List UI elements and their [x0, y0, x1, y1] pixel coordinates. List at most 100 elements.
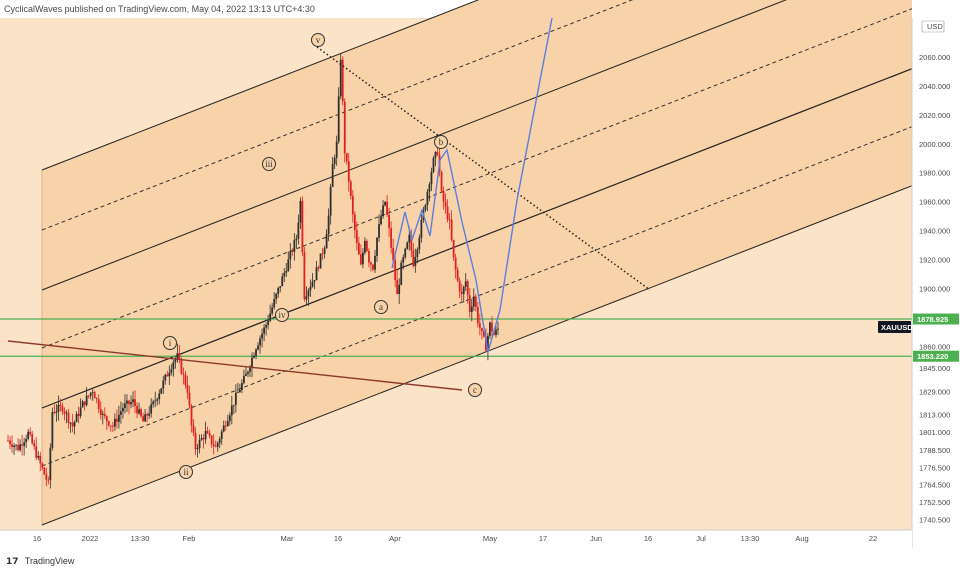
candle-body — [148, 413, 151, 416]
channel-line-2 — [41, 0, 787, 291]
candle-body — [424, 204, 427, 211]
y-tick-label: 2060.000 — [919, 53, 950, 62]
candle-body — [245, 373, 247, 376]
candle-body — [309, 286, 312, 291]
candle-body — [71, 422, 74, 427]
candle-body — [307, 290, 310, 297]
candle-body — [458, 280, 461, 292]
candle-body — [337, 96, 340, 142]
candle-body — [436, 151, 439, 155]
wave-label-circle — [163, 336, 177, 350]
candle-body — [97, 399, 100, 409]
candle-body — [331, 164, 334, 187]
candle-body — [222, 425, 225, 432]
wave-label-text: iii — [265, 159, 273, 169]
candle-body — [11, 444, 13, 448]
candle-body — [61, 405, 64, 412]
candle-body — [355, 230, 358, 243]
candle-body — [335, 141, 338, 158]
candle-body — [303, 252, 306, 300]
candle-body — [103, 413, 106, 417]
candle-body — [390, 228, 393, 248]
wave-label-text: b — [439, 137, 444, 147]
candle-body — [404, 248, 407, 258]
candle-body — [17, 444, 19, 451]
y-tick-label: 1920.000 — [919, 256, 950, 265]
wave-label-ii: ii — [179, 465, 193, 479]
candle-body — [192, 425, 195, 433]
candle-body — [196, 448, 199, 450]
candle-body — [466, 281, 469, 296]
channel-line-0 — [41, 0, 480, 171]
wave-label-circle — [179, 465, 193, 479]
candle-body — [136, 405, 138, 414]
candle-body — [236, 392, 239, 393]
candle-body — [107, 421, 110, 426]
candle-body — [317, 267, 320, 269]
x-tick-label: 17 — [539, 534, 547, 543]
candle-body — [489, 322, 491, 336]
x-tick-label: Mar — [281, 534, 294, 543]
candle-body — [247, 371, 249, 374]
y-tick-label: 1752.500 — [919, 498, 950, 507]
candle-body — [329, 186, 332, 216]
y-tick-label: 1860.000 — [919, 342, 950, 351]
candle-body — [273, 299, 276, 308]
x-tick-label: 16 — [334, 534, 342, 543]
candle-body — [162, 380, 165, 389]
candle-body — [122, 407, 124, 412]
x-tick-label: Apr — [389, 534, 401, 543]
candle-body — [420, 219, 423, 238]
candle-body — [174, 358, 177, 363]
candle-body — [450, 219, 453, 240]
candle-body — [285, 271, 288, 273]
candle-body — [158, 393, 161, 400]
y-tick-label: 2020.000 — [919, 111, 950, 120]
channel-fill — [42, 0, 912, 525]
candle-body — [140, 409, 142, 417]
candle-body — [154, 400, 157, 402]
candle-body — [470, 306, 473, 313]
candle-body — [188, 392, 191, 406]
y-tick-label: 1788.500 — [919, 446, 950, 455]
candle-body — [35, 446, 38, 458]
candle-body — [297, 222, 300, 239]
candle-body — [228, 415, 231, 422]
candle-body — [13, 445, 15, 448]
candle-body — [253, 355, 255, 358]
candle-body — [349, 181, 352, 196]
candle-body — [277, 287, 280, 294]
candle-body — [376, 237, 378, 256]
candle-body — [394, 260, 397, 281]
candle-body — [172, 362, 175, 370]
candle-body — [83, 401, 86, 406]
wave-label-circle — [275, 308, 289, 322]
candle-body — [109, 425, 112, 427]
currency-box — [921, 20, 945, 33]
candle-body — [45, 474, 48, 480]
candle-body — [370, 262, 372, 265]
candle-body — [327, 215, 330, 235]
x-tick-label: 16 — [33, 534, 41, 543]
candle-body — [321, 253, 324, 255]
candle-body — [168, 372, 171, 377]
y-tick-label: 1829.000 — [919, 387, 950, 396]
candle-body — [190, 405, 193, 426]
candle-body — [442, 190, 445, 202]
candle-body — [69, 422, 72, 424]
wave-label-text: a — [379, 302, 383, 312]
maroon-trendline — [7, 340, 463, 391]
footer-brand[interactable]: TradingView — [24, 556, 75, 566]
candle-body — [380, 216, 382, 225]
candle-body — [128, 400, 130, 405]
wave-label-c: c — [468, 383, 482, 397]
candle-body — [400, 262, 403, 285]
candle-body — [444, 201, 447, 207]
x-tick-label: Jun — [590, 534, 602, 543]
candle-body — [259, 338, 261, 346]
candle-body — [115, 418, 118, 422]
candle-body — [366, 240, 368, 251]
candle-body — [402, 257, 405, 263]
wave-label-i: i — [163, 336, 177, 350]
